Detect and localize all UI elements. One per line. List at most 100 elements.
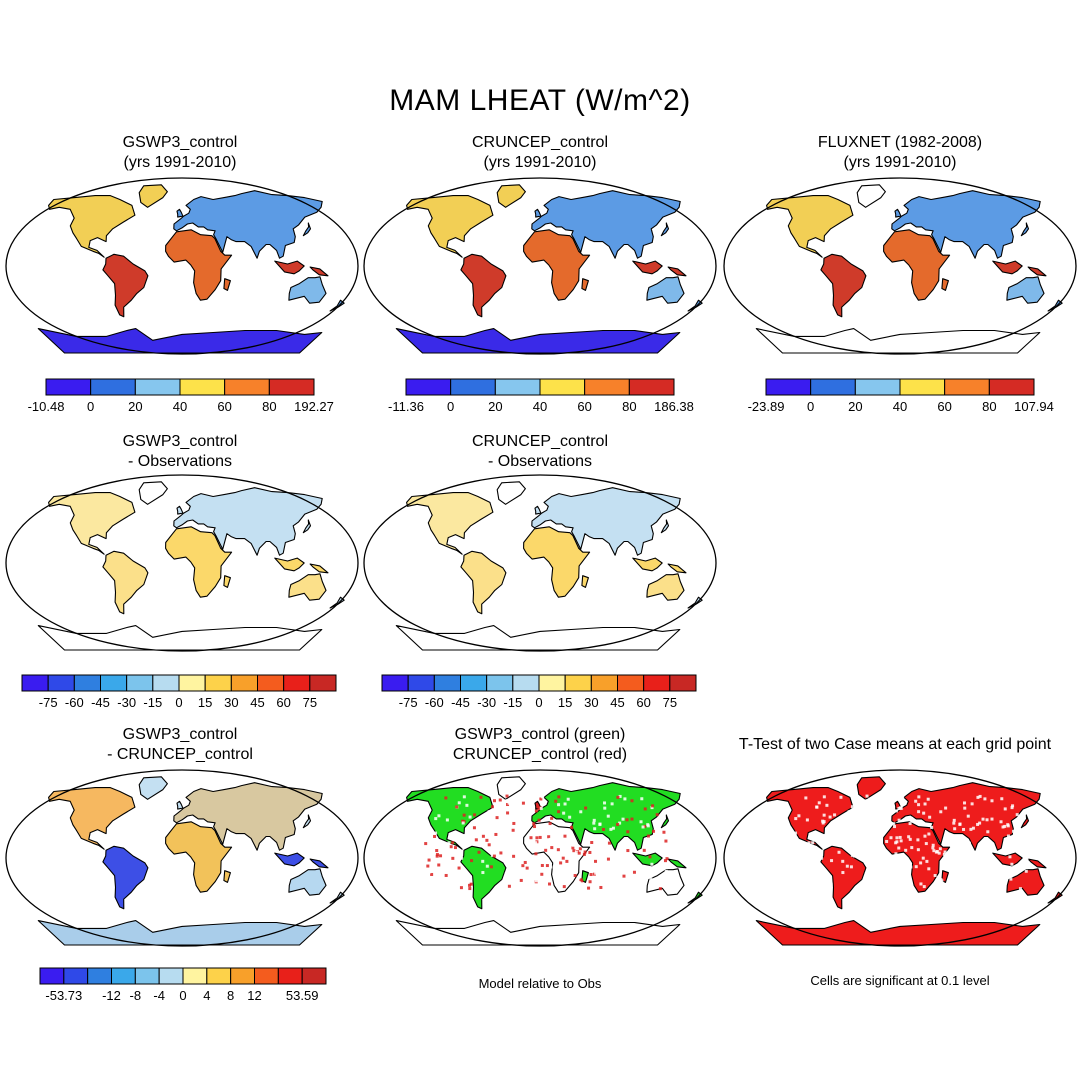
colorbar-swatch	[283, 674, 311, 692]
grid-cell	[539, 886, 543, 890]
grid-cell	[525, 866, 529, 870]
colorbar-tick-label: 0	[179, 988, 186, 1003]
grid-cell	[646, 823, 650, 827]
grid-cell	[487, 820, 491, 824]
colorbar-swatch	[179, 378, 226, 396]
colorbar-tick-label: 75	[303, 695, 317, 710]
grid-cell	[899, 886, 903, 890]
grid-cell	[923, 802, 927, 806]
grid-cell	[618, 794, 622, 798]
grid-cell	[963, 801, 967, 805]
grid-cell	[876, 796, 880, 800]
grid-cell	[867, 884, 871, 888]
grid-cell	[1022, 830, 1026, 834]
grid-cell	[925, 859, 929, 863]
grid-cell	[574, 850, 578, 854]
grid-cell	[572, 849, 576, 853]
grid-cell	[1023, 859, 1027, 863]
colorbar-swatch	[230, 674, 258, 692]
panel-title-gswp3-cruncep: GSWP3_control - CRUNCEP_control	[30, 725, 330, 765]
grid-cell	[649, 877, 653, 881]
land-uk	[176, 505, 184, 515]
grid-cell	[947, 886, 951, 890]
grid-cell	[850, 805, 854, 809]
colorbar-swatch	[111, 967, 136, 985]
grid-cell	[1007, 848, 1011, 852]
colorbar-swatch	[564, 674, 592, 692]
grid-cell	[599, 885, 603, 889]
land-southAmerica	[102, 845, 149, 910]
grid-cell	[621, 863, 625, 867]
grid-cell	[510, 848, 514, 852]
land-japan	[660, 222, 670, 237]
grid-cell	[566, 797, 570, 801]
land-madagascar	[941, 870, 949, 883]
grid-cell	[994, 878, 998, 882]
grid-cell	[894, 841, 898, 845]
grid-cell	[446, 845, 450, 849]
grid-cell	[882, 884, 886, 888]
grid-cell	[784, 842, 788, 846]
grid-cell	[894, 879, 898, 883]
land-southAmerica	[460, 253, 507, 318]
colorbar-tick-label: 0	[807, 399, 814, 414]
colorbar-tick-label: 0	[175, 695, 182, 710]
grid-cell	[548, 882, 552, 886]
grid-cell	[954, 871, 958, 875]
grid-cell	[435, 853, 439, 857]
grid-cell	[813, 846, 817, 850]
grid-cell	[859, 851, 863, 855]
grid-cell	[577, 876, 581, 880]
grid-cell	[897, 807, 901, 811]
grid-cell	[433, 831, 437, 835]
grid-cell	[515, 818, 519, 822]
grid-cell	[938, 847, 942, 851]
grid-cell	[812, 864, 816, 868]
grid-cell	[557, 795, 561, 799]
land-newZealand	[329, 891, 345, 904]
grid-cell	[632, 870, 636, 874]
grid-cell	[973, 881, 977, 885]
land-greenland	[496, 481, 526, 505]
colorbar-swatch	[988, 378, 1035, 396]
grid-cell	[606, 814, 610, 818]
grid-cell	[931, 846, 935, 850]
land-uk	[176, 800, 184, 810]
grid-cell	[838, 819, 842, 823]
map-border	[363, 769, 717, 947]
land-antarctica	[395, 920, 681, 946]
grid-cell	[940, 864, 944, 868]
colorbar-swatch	[944, 378, 990, 396]
panel-title-line2: (yrs 1991-2010)	[843, 154, 957, 171]
grid-cell	[457, 801, 461, 805]
colorbar-tick-label: 75	[663, 695, 677, 710]
grid-cell	[811, 841, 815, 845]
grid-cell	[907, 835, 911, 839]
grid-cell	[583, 850, 587, 854]
grid-cell	[510, 865, 514, 869]
land-japan	[660, 814, 670, 829]
colorbar-tick-label: -45	[91, 695, 110, 710]
grid-cell	[483, 829, 487, 833]
grid-cell	[942, 852, 946, 856]
grid-cell	[948, 850, 952, 854]
grid-cell	[790, 885, 794, 889]
grid-cell	[424, 842, 428, 846]
colorbar-swatch	[301, 967, 327, 985]
grid-cell	[437, 814, 441, 818]
grid-cell	[916, 848, 920, 852]
grid-cell	[439, 854, 443, 858]
colorbar-swatch	[405, 378, 452, 396]
colorbar-swatch	[433, 674, 462, 692]
grid-cell	[1025, 857, 1029, 861]
grid-cell	[516, 796, 520, 800]
land-southAmerica	[820, 253, 867, 318]
grid-cell	[468, 815, 472, 819]
land-newGuinea	[1027, 266, 1047, 277]
grid-cell	[921, 856, 925, 860]
grid-cell	[1024, 839, 1028, 843]
map-cruncep	[363, 177, 717, 355]
colorbar-gswp3: -10.48 0 20 40 60 80 192.27	[28, 378, 334, 414]
colorbar-swatch	[309, 674, 337, 692]
grid-cell	[847, 810, 851, 814]
